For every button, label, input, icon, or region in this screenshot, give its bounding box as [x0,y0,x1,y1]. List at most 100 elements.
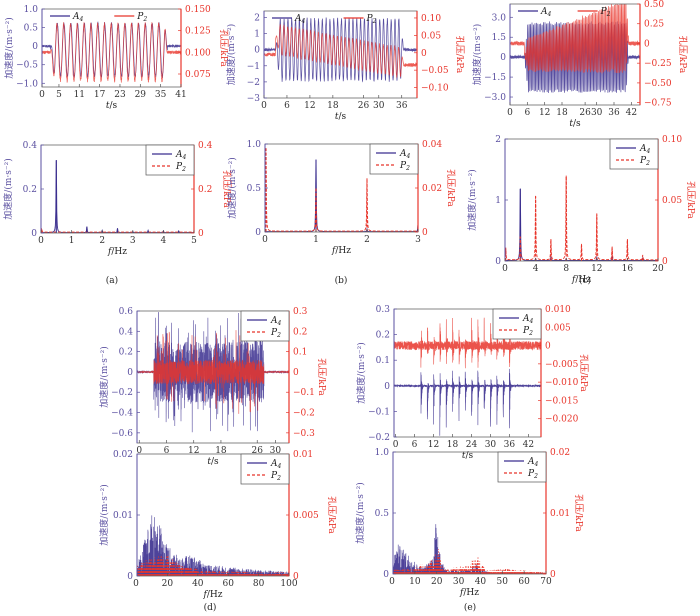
y-tick-label: 1.0 [375,448,390,458]
y-tick-label: 0 [384,382,390,392]
x-tick-label: 30 [591,108,603,118]
panel-label: (e) [464,602,476,613]
chart-a-time: 0 5 11 17 23 29 35 41 1.0 0.5 0 −0.5 −1.0 0.150 0.125 0… [3,5,229,111]
series-a4-area [393,524,546,574]
y-axis-label: 加速度/(m·s⁻²) [466,169,478,230]
x-tick-label: 42 [523,440,534,450]
y-tick-label: 0.02 [113,450,133,460]
x-tick-label: 0 [39,90,45,100]
y2-tick-label: 0.05 [421,31,441,41]
series-p2-line [265,147,418,232]
y-tick-label: 0.4 [119,327,134,337]
y-tick-label: 0 [32,42,38,52]
y2-tick-label: 0.100 [185,48,211,58]
x-tick-label: 12 [428,440,439,450]
legend-box [492,308,542,340]
y-tick-label: 0 [495,257,501,267]
y-axis-label: 加速度/(m·s⁻²) [225,24,237,85]
y-tick-label: −0.4 [111,409,133,419]
legend-p2-label: P2 [270,328,281,339]
plot-area [137,515,289,576]
x-axis-label: t/s [569,119,581,129]
y-tick-label: −0.1 [368,407,390,417]
y2-tick-label: −0.10 [421,84,449,94]
legend-a4-label: A4 [294,14,306,25]
legend-box [609,138,659,170]
y-tick-label: 0 [383,570,389,580]
x-tick-label: 4 [533,264,539,274]
y2-tick-label: 0.010 [545,305,571,315]
series-p2-line [510,4,640,74]
x-tick-label: 23 [114,90,126,100]
y2-tick-label: 0.01 [293,450,313,460]
y2-tick-label: −0.3 [293,429,315,439]
y2-tick-label: 0.150 [185,5,211,15]
legend-p2-label: P2 [175,162,186,173]
series-a4-line [394,368,541,436]
x-tick-label: 0 [393,440,399,450]
x-tick-label: 40 [475,577,487,587]
x-tick-label: 12 [591,264,602,274]
chart-d-freq: 20 40 60 80 10000.020.0100.010.0050f/Hz加速度/(… [98,450,337,600]
x-axis-label: t/s [462,451,474,461]
y2-tick-label: −0.50 [644,79,672,89]
legend-a4-label: A4 [270,459,282,470]
x-tick-label: 0 [389,577,395,587]
series-p2-line [505,175,658,261]
legend-a4-label: A4 [527,457,539,468]
y2-axis-label: 孔压/kPa [221,170,232,208]
y-tick-label: 1.0 [24,5,39,15]
x-tick-label: 60 [518,577,530,587]
y2-tick-label: 0 [293,368,299,378]
legend-a4-label: A4 [270,316,282,327]
x-tick-label: 4 [161,236,167,246]
y-tick-label: −1.5 [484,73,506,83]
plot-area [42,21,181,83]
y-tick-label: −2 [247,78,260,88]
plot-area [393,524,546,574]
y-axis-label: 加速度/(m·s⁻²) [354,482,366,543]
x-tick-label: 100 [280,579,297,589]
x-tick-label: 18 [327,101,339,111]
y2-tick-label: 0.02 [422,184,442,194]
y-axis-label: 加速度/(m·s⁻²) [471,24,483,85]
x-tick-label: 18 [447,440,459,450]
y2-tick-label: 0 [198,229,204,239]
plot-area [137,312,289,433]
x-tick-label: 36 [396,101,408,111]
x-tick-label: 26 [358,101,370,111]
y-tick-label: 0.2 [23,185,37,195]
legend-p2-label: P2 [270,471,281,482]
y-tick-label: 0 [31,229,37,239]
y-tick-label: −0.6 [111,429,133,439]
y-tick-label: −0.2 [368,433,390,443]
x-tick-label: 30 [453,577,465,587]
y2-axis-label: 孔压/kPa [454,36,465,74]
x-tick-label: 5 [191,236,197,246]
y2-tick-label: −0.020 [545,415,579,425]
y2-tick-label: 0.4 [198,141,213,151]
y-tick-label: 1.0 [247,140,262,150]
y2-tick-label: 0 [293,572,299,582]
x-tick-label: 16 [622,264,634,274]
x-tick-label: 17 [94,90,106,100]
panel-label: (d) [204,602,217,613]
y-tick-label: 0.5 [24,24,39,34]
x-tick-label: 12 [188,446,199,456]
chart-e-freq: 10 20 30 40 50 60 7001.00.500.020.010f/Hz加速度/(… [354,448,584,598]
plot-area [510,4,640,94]
y-tick-label: 0.1 [376,356,390,366]
y2-tick-label: 0.25 [644,20,664,30]
x-tick-label: 1 [313,235,319,245]
x-tick-label: 0 [502,264,508,274]
y2-axis-label: 孔压/kPa [326,496,337,534]
legend-a4-label: A4 [540,7,552,18]
series-p2-line [394,317,541,369]
x-tick-label: 0 [136,446,142,456]
x-tick-label: 0 [262,235,268,245]
